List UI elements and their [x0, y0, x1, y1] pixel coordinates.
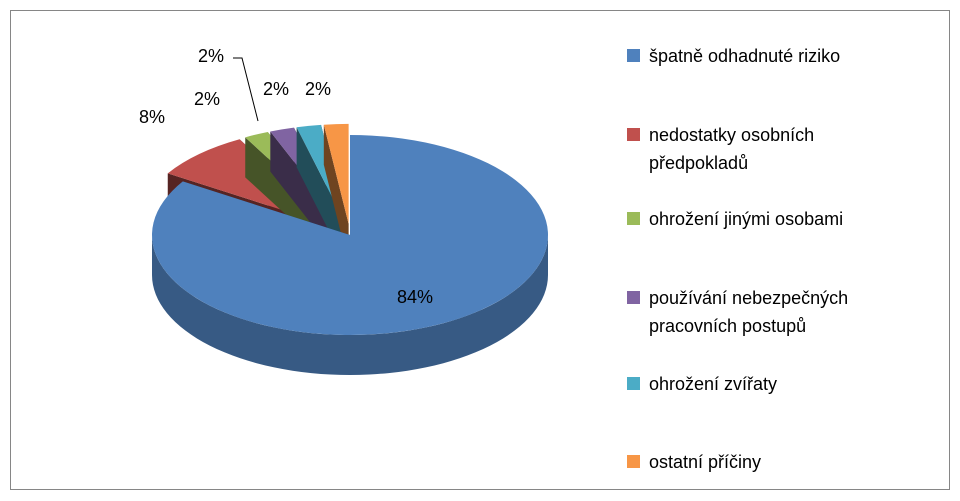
legend-swatch	[627, 291, 640, 304]
legend-item: ohrožení zvířaty	[627, 370, 904, 398]
data-label: 2%	[263, 79, 289, 99]
legend-swatch	[627, 455, 640, 468]
data-label: 2%	[194, 89, 220, 109]
legend-label: používání nebezpečných pracovních postup…	[649, 288, 849, 336]
data-label: 2%	[305, 79, 331, 99]
slice	[323, 123, 349, 224]
legend-item: špatně odhadnuté riziko	[627, 42, 904, 70]
legend-item: používání nebezpečných pracovních postup…	[627, 284, 904, 340]
slice-wall	[323, 124, 349, 264]
data-label: 8%	[139, 107, 165, 127]
data-label: 2%	[198, 46, 224, 66]
legend-label: ohrožení zvířaty	[649, 374, 778, 394]
data-labels: 84% 8% 2% 2% 2% 2%	[139, 46, 433, 307]
legend-swatch	[627, 128, 640, 141]
legend-item: ostatní příčiny	[627, 448, 904, 476]
legend-label: špatně odhadnuté riziko	[649, 46, 841, 66]
legend-label: nedostatky osobních předpokladů	[649, 125, 815, 173]
legend-swatch	[627, 377, 640, 390]
pie	[151, 123, 548, 375]
legend-item: nedostatky osobních předpokladů	[627, 121, 904, 177]
leader-line	[233, 57, 259, 122]
legend-label: ostatní příčiny	[649, 452, 762, 472]
legend-swatch	[627, 212, 640, 225]
legend-item: ohrožení jinými osobami	[627, 205, 904, 233]
data-label: 84%	[397, 287, 433, 307]
legend-label: ohrožení jinými osobami	[649, 209, 844, 229]
slice	[151, 135, 548, 335]
slice-side	[152, 235, 548, 375]
legend-swatch	[627, 49, 640, 62]
